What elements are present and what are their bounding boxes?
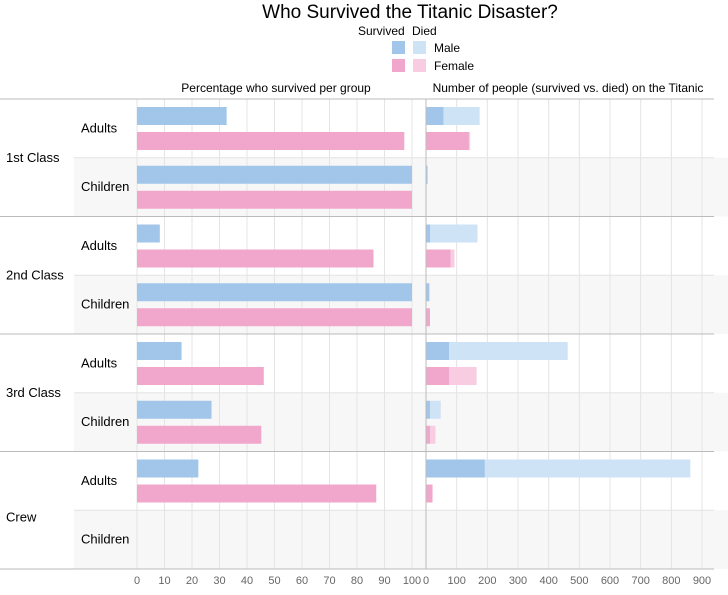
right-tick-600: 600 bbox=[601, 575, 619, 587]
pct-bar-female-1 bbox=[137, 190, 412, 209]
pct-bar-male-3 bbox=[137, 283, 412, 302]
left-tick-10: 10 bbox=[158, 575, 170, 587]
age-label-7: Children bbox=[81, 532, 129, 547]
age-label-3: Children bbox=[81, 297, 129, 312]
count-bar-female-survived-6 bbox=[426, 484, 433, 503]
left-tick-100: 100 bbox=[403, 575, 421, 587]
right-tick-300: 300 bbox=[509, 575, 527, 587]
right-tick-200: 200 bbox=[478, 575, 496, 587]
count-bar-female-survived-3 bbox=[426, 308, 430, 327]
right-tick-800: 800 bbox=[662, 575, 680, 587]
left-tick-90: 90 bbox=[378, 575, 390, 587]
legend-female-survived-swatch bbox=[392, 59, 405, 72]
left-tick-0: 0 bbox=[134, 575, 140, 587]
age-label-4: Adults bbox=[81, 355, 118, 370]
pct-bar-male-4 bbox=[137, 342, 182, 360]
count-bar-male-survived-0 bbox=[426, 107, 444, 125]
age-label-1: Children bbox=[81, 179, 129, 194]
pct-bar-female-6 bbox=[137, 484, 377, 503]
count-bar-male-survived-5 bbox=[426, 400, 430, 419]
pct-bar-male-5 bbox=[137, 400, 212, 419]
right-tick-100: 100 bbox=[447, 575, 465, 587]
right-panel-title: Number of people (survived vs. died) on … bbox=[433, 81, 704, 95]
count-bar-male-died-0 bbox=[443, 107, 480, 125]
separator-layer bbox=[0, 98, 714, 570]
count-bar-male-died-6 bbox=[484, 459, 691, 478]
pct-bar-male-1 bbox=[137, 165, 412, 184]
count-bar-male-died-4 bbox=[449, 342, 568, 360]
age-label-2: Adults bbox=[81, 238, 118, 253]
pct-bar-female-5 bbox=[137, 425, 262, 444]
count-bar-female-survived-2 bbox=[426, 249, 451, 268]
left-panel-title: Percentage who survived per group bbox=[181, 81, 371, 95]
pct-bar-female-4 bbox=[137, 367, 264, 385]
count-bar-female-died-2 bbox=[450, 249, 455, 268]
legend-female-died-swatch bbox=[413, 59, 426, 72]
right-tick-500: 500 bbox=[570, 575, 588, 587]
count-bar-female-died-6 bbox=[432, 484, 434, 503]
legend-survived-label: Survived bbox=[358, 24, 405, 38]
row-band-7 bbox=[74, 510, 728, 569]
left-tick-40: 40 bbox=[241, 575, 253, 587]
count-bar-female-died-5 bbox=[430, 425, 436, 444]
count-bar-male-survived-4 bbox=[426, 342, 449, 360]
pct-bar-female-0 bbox=[137, 132, 405, 150]
right-tick-0: 0 bbox=[423, 575, 429, 587]
right-tick-400: 400 bbox=[539, 575, 557, 587]
count-bar-female-survived-4 bbox=[426, 367, 450, 385]
age-label-0: Adults bbox=[81, 120, 118, 135]
pct-bar-female-2 bbox=[137, 249, 374, 268]
count-bar-female-died-0 bbox=[468, 132, 471, 150]
right-tick-700: 700 bbox=[631, 575, 649, 587]
class-label-3: Crew bbox=[6, 509, 37, 524]
count-bar-female-died-4 bbox=[449, 367, 477, 385]
count-bar-male-died-2 bbox=[430, 224, 478, 243]
age-label-5: Children bbox=[81, 414, 129, 429]
count-bar-male-survived-3 bbox=[426, 283, 430, 302]
pct-bar-male-0 bbox=[137, 107, 227, 125]
count-bar-male-survived-2 bbox=[426, 224, 431, 243]
chart-title: Who Survived the Titanic Disaster? bbox=[262, 2, 558, 23]
pct-bar-female-3 bbox=[137, 308, 412, 327]
legend-male-died-swatch bbox=[413, 41, 426, 54]
count-bar-female-survived-0 bbox=[426, 132, 469, 150]
count-bar-male-survived-6 bbox=[426, 459, 485, 478]
legend-male-label: Male bbox=[434, 41, 460, 55]
class-label-1: 2nd Class bbox=[6, 267, 64, 282]
row-background-layer bbox=[74, 157, 728, 569]
bar-layer bbox=[137, 107, 691, 503]
left-tick-70: 70 bbox=[323, 575, 335, 587]
age-label-6: Adults bbox=[81, 473, 118, 488]
left-tick-30: 30 bbox=[213, 575, 225, 587]
pct-bar-male-6 bbox=[137, 459, 199, 478]
legend-female-label: Female bbox=[434, 59, 474, 73]
pct-bar-male-2 bbox=[137, 224, 160, 243]
left-tick-60: 60 bbox=[296, 575, 308, 587]
class-label-2: 3rd Class bbox=[6, 385, 61, 400]
legend: Survived Died Male Female bbox=[358, 24, 474, 73]
legend-male-survived-swatch bbox=[392, 41, 405, 54]
left-tick-20: 20 bbox=[186, 575, 198, 587]
legend-died-label: Died bbox=[412, 24, 437, 38]
label-layer: Adults Children Adults Children Adults Childr… bbox=[6, 120, 711, 587]
right-tick-900: 900 bbox=[693, 575, 711, 587]
left-tick-50: 50 bbox=[268, 575, 280, 587]
left-tick-80: 80 bbox=[351, 575, 363, 587]
count-bar-male-survived-1 bbox=[426, 165, 428, 184]
count-bar-female-survived-5 bbox=[426, 425, 431, 444]
class-label-0: 1st Class bbox=[6, 150, 60, 165]
count-bar-male-died-5 bbox=[429, 400, 441, 419]
